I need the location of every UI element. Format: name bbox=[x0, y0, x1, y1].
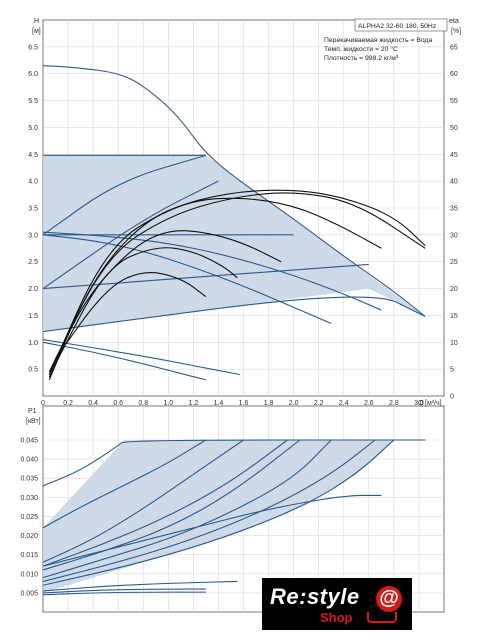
eta-axis-label: eta bbox=[449, 18, 459, 25]
head-curve bbox=[42, 234, 332, 324]
p1-tick-label: 0.045 bbox=[20, 438, 38, 445]
power-curve bbox=[42, 439, 332, 579]
h-tick-label: 6.0 bbox=[28, 71, 38, 78]
power-curve bbox=[42, 580, 238, 592]
at-sign-icon: @ bbox=[376, 586, 402, 612]
h-tick-label: 3.5 bbox=[28, 206, 38, 213]
p1-axis-label: P1 bbox=[28, 408, 37, 415]
efficiency-curve bbox=[55, 272, 207, 359]
h-tick-label: 2.0 bbox=[28, 286, 38, 293]
eta-tick-label: 60 bbox=[450, 71, 458, 78]
h-tick-label: 5.5 bbox=[28, 98, 38, 105]
eta-tick-label: 65 bbox=[450, 44, 458, 51]
p1-tick-label: 0.010 bbox=[20, 571, 38, 578]
eta-tick-label: 35 bbox=[450, 206, 458, 213]
head-curve bbox=[42, 339, 240, 376]
bottom-operating-area bbox=[43, 440, 394, 593]
q-tick-label: 2.8 bbox=[389, 400, 399, 407]
power-curve bbox=[42, 439, 426, 487]
efficiency-curve bbox=[48, 192, 426, 373]
cart-icon bbox=[367, 612, 397, 623]
p1-tick-label: 0.025 bbox=[20, 514, 38, 521]
restyle-shop-logo: Re:style Shop @ bbox=[262, 578, 412, 630]
power-curve bbox=[42, 439, 395, 586]
h-axis-label: H bbox=[34, 18, 39, 25]
q-tick-label: 3.0 bbox=[414, 400, 424, 407]
power-curve bbox=[42, 494, 382, 567]
q-tick-label: 1.8 bbox=[264, 400, 274, 407]
efficiency-curve bbox=[48, 189, 426, 375]
q-tick-label: 2.4 bbox=[339, 400, 349, 407]
p1-tick-label: 0.005 bbox=[20, 590, 38, 597]
head-curve bbox=[42, 296, 426, 333]
head-curve bbox=[42, 180, 219, 290]
head-curve bbox=[42, 154, 207, 236]
model-label: ALPHA2 32-60 180, 50Hz bbox=[358, 23, 437, 30]
power-curve bbox=[42, 591, 206, 596]
p1-tick-label: 0.030 bbox=[20, 495, 38, 502]
power-curve bbox=[42, 588, 206, 594]
efficiency-curve bbox=[55, 247, 238, 365]
eta-tick-label: 25 bbox=[450, 259, 458, 266]
temperature-label: Темп. жидкости = 20 °C bbox=[324, 45, 398, 53]
h-tick-label: 2.5 bbox=[28, 259, 38, 266]
eta-axis-unit: [%] bbox=[451, 28, 461, 35]
q-tick-label: 0.4 bbox=[88, 400, 98, 407]
h-tick-label: 5.0 bbox=[28, 125, 38, 132]
logo-subtext: Shop bbox=[320, 610, 353, 625]
q-tick-label: 0.2 bbox=[63, 400, 73, 407]
head-curve bbox=[42, 341, 207, 381]
h-tick-label: 4.5 bbox=[28, 152, 38, 159]
power-curve bbox=[42, 439, 244, 563]
p1-axis-unit: [кВт] bbox=[26, 418, 41, 425]
p1-tick-label: 0.015 bbox=[20, 552, 38, 559]
q-tick-label: 1.2 bbox=[189, 400, 199, 407]
p1-tick-label: 0.040 bbox=[20, 457, 38, 464]
eta-tick-label: 10 bbox=[450, 340, 458, 347]
eta-tick-label: 20 bbox=[450, 286, 458, 293]
q-axis-label: Q bbox=[418, 400, 424, 407]
q-tick-label: 1.0 bbox=[163, 400, 173, 407]
h-tick-label: 4.0 bbox=[28, 179, 38, 186]
head-curve bbox=[42, 231, 382, 311]
density-label: Плотность = 998.2 кг/м³ bbox=[324, 55, 399, 62]
q-axis-unit: [м³/ч] bbox=[425, 400, 442, 407]
eta-tick-label: 30 bbox=[450, 232, 458, 239]
eta-tick-label: 15 bbox=[450, 313, 458, 320]
h-tick-label: 1.5 bbox=[28, 313, 38, 320]
q-tick-label: 0.8 bbox=[138, 400, 148, 407]
q-tick-label: 2.6 bbox=[364, 400, 374, 407]
q-tick-label: 0.6 bbox=[113, 400, 123, 407]
eta-tick-label: 55 bbox=[450, 98, 458, 105]
h-tick-label: 3.0 bbox=[28, 232, 38, 239]
q-tick-label: 2.2 bbox=[314, 400, 324, 407]
power-curve bbox=[42, 439, 288, 567]
h-axis-unit: [м] bbox=[32, 28, 41, 35]
top-operating-area bbox=[43, 155, 426, 332]
p1-tick-label: 0.020 bbox=[20, 533, 38, 540]
p1-tick-label: 0.035 bbox=[20, 476, 38, 483]
power-curve bbox=[42, 439, 207, 529]
eta-tick-label: 5 bbox=[450, 367, 454, 374]
h-tick-label: 1.0 bbox=[28, 340, 38, 347]
h-tick-label: 0.5 bbox=[28, 367, 38, 374]
power-curve bbox=[42, 439, 376, 582]
power-curve bbox=[42, 439, 301, 571]
eta-tick-label: 50 bbox=[450, 125, 458, 132]
q-tick-label: 1.6 bbox=[239, 400, 249, 407]
eta-tick-label: 0 bbox=[450, 394, 454, 401]
q-tick-label: 0 bbox=[41, 400, 45, 407]
q-tick-label: 1.4 bbox=[214, 400, 224, 407]
model-box bbox=[354, 18, 448, 32]
q-tick-label: 2.0 bbox=[289, 400, 299, 407]
head-curve bbox=[42, 65, 426, 317]
eta-tick-label: 40 bbox=[450, 179, 458, 186]
logo-text: Re:style bbox=[270, 584, 360, 609]
fluid-label: Перекачиваемая жидкость = Вода bbox=[324, 37, 433, 44]
h-tick-label: 6.5 bbox=[28, 44, 38, 51]
eta-tick-label: 45 bbox=[450, 152, 458, 159]
